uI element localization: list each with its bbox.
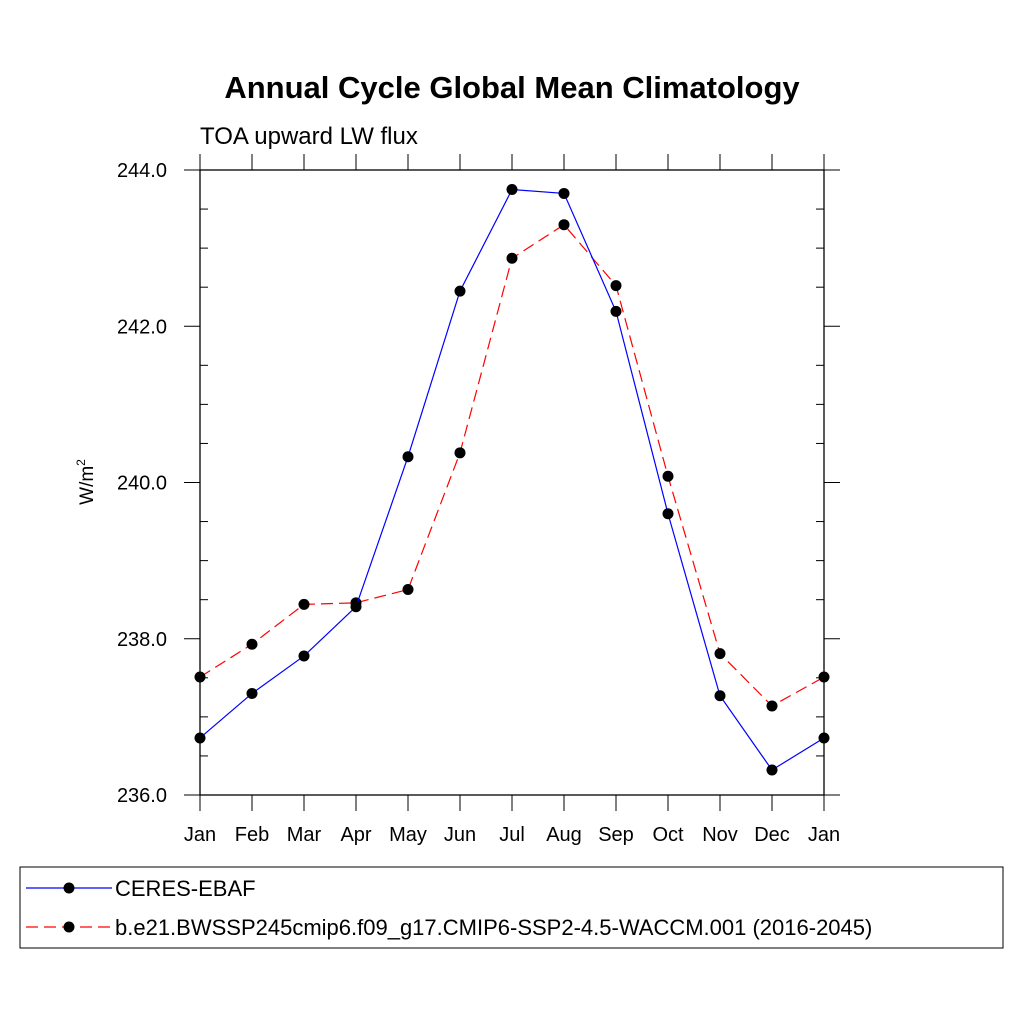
data-point (610, 305, 622, 317)
y-tick-label: 236.0 (117, 785, 167, 807)
x-tick-label: Jul (499, 824, 525, 846)
x-tick-label: Jun (444, 824, 476, 846)
legend-label: b.e21.BWSSP245cmip6.f09_g17.CMIP6-SSP2-4… (115, 915, 872, 940)
data-point (610, 280, 622, 292)
series-line (199, 188, 825, 771)
x-tick-label: Nov (702, 824, 738, 846)
chart-title: Annual Cycle Global Mean Climatology (224, 70, 800, 105)
x-tick-label: May (389, 824, 427, 846)
data-point (298, 650, 310, 662)
data-point (766, 700, 778, 712)
data-point (350, 601, 362, 613)
chart-subtitle: TOA upward LW flux (200, 123, 418, 150)
x-tick-label: Dec (754, 824, 790, 846)
y-tick-label: 240.0 (117, 473, 167, 495)
x-tick-label: Oct (652, 824, 684, 846)
data-point (662, 470, 674, 482)
y-axis-label: W/m2 (74, 459, 98, 505)
axis-ticks (184, 154, 840, 811)
y-tick-labels: 236.0 238.0 240.0 242.0 244.0 (117, 160, 167, 807)
x-tick-label: Mar (287, 824, 322, 846)
data-point (506, 184, 518, 196)
data-point (194, 732, 206, 744)
data-point (402, 584, 414, 596)
legend: CERES-EBAF b.e21.BWSSP245cmip6.f09_g17.CM… (26, 876, 872, 940)
data-point (714, 648, 726, 660)
data-point (818, 732, 830, 744)
y-axis-label-text: W/m (77, 466, 98, 505)
y-axis-label-superscript: 2 (74, 459, 88, 466)
series-line (199, 223, 825, 707)
data-point (454, 447, 466, 459)
data-point (402, 451, 414, 463)
data-point (194, 671, 206, 683)
data-point (558, 187, 570, 199)
x-tick-labels: Jan Feb Mar Apr May Jun Jul Aug Sep Oct Nov Dec Jan (184, 824, 840, 846)
y-tick-label: 244.0 (117, 160, 167, 182)
y-tick-label: 242.0 (117, 316, 167, 338)
data-point (246, 638, 258, 650)
data-point (246, 687, 258, 699)
x-tick-label: Sep (598, 824, 634, 846)
legend-label: CERES-EBAF (115, 876, 256, 901)
x-tick-label: Feb (235, 824, 269, 846)
data-point (662, 508, 674, 520)
x-tick-label: Jan (808, 824, 840, 846)
y-tick-label: 238.0 (117, 629, 167, 651)
data-point (714, 690, 726, 702)
data-point (766, 764, 778, 776)
data-point (818, 671, 830, 683)
x-tick-label: Apr (340, 824, 371, 846)
legend-marker (63, 921, 75, 933)
data-point (454, 285, 466, 297)
data-point (298, 598, 310, 610)
legend-marker (63, 882, 75, 894)
series-group (194, 219, 830, 712)
series-group (194, 184, 830, 776)
x-tick-label: Jan (184, 824, 216, 846)
x-tick-label: Aug (546, 824, 582, 846)
data-point (506, 252, 518, 264)
legend-box (19, 866, 1004, 949)
data-series (194, 184, 830, 776)
data-point (558, 219, 570, 231)
